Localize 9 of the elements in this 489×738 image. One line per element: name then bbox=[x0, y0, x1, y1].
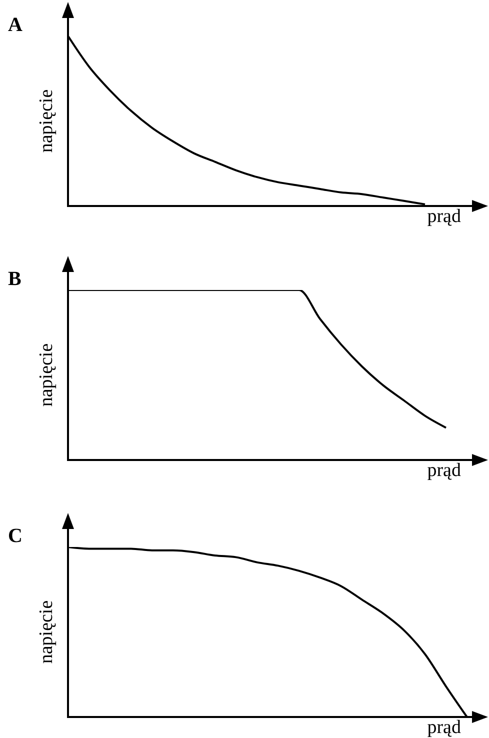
chart-title: A bbox=[8, 14, 22, 37]
y-axis-title: napięcie bbox=[36, 343, 58, 407]
y-axis-title: napięcie bbox=[36, 89, 58, 153]
chart-title: C bbox=[8, 525, 22, 548]
x-axis-title: prąd bbox=[427, 206, 461, 227]
y-axis-title: napięcie bbox=[36, 600, 58, 664]
x-axis-title: prąd bbox=[427, 717, 461, 738]
x-axis-title: prąd bbox=[427, 460, 461, 481]
chart-title: B bbox=[8, 268, 22, 291]
